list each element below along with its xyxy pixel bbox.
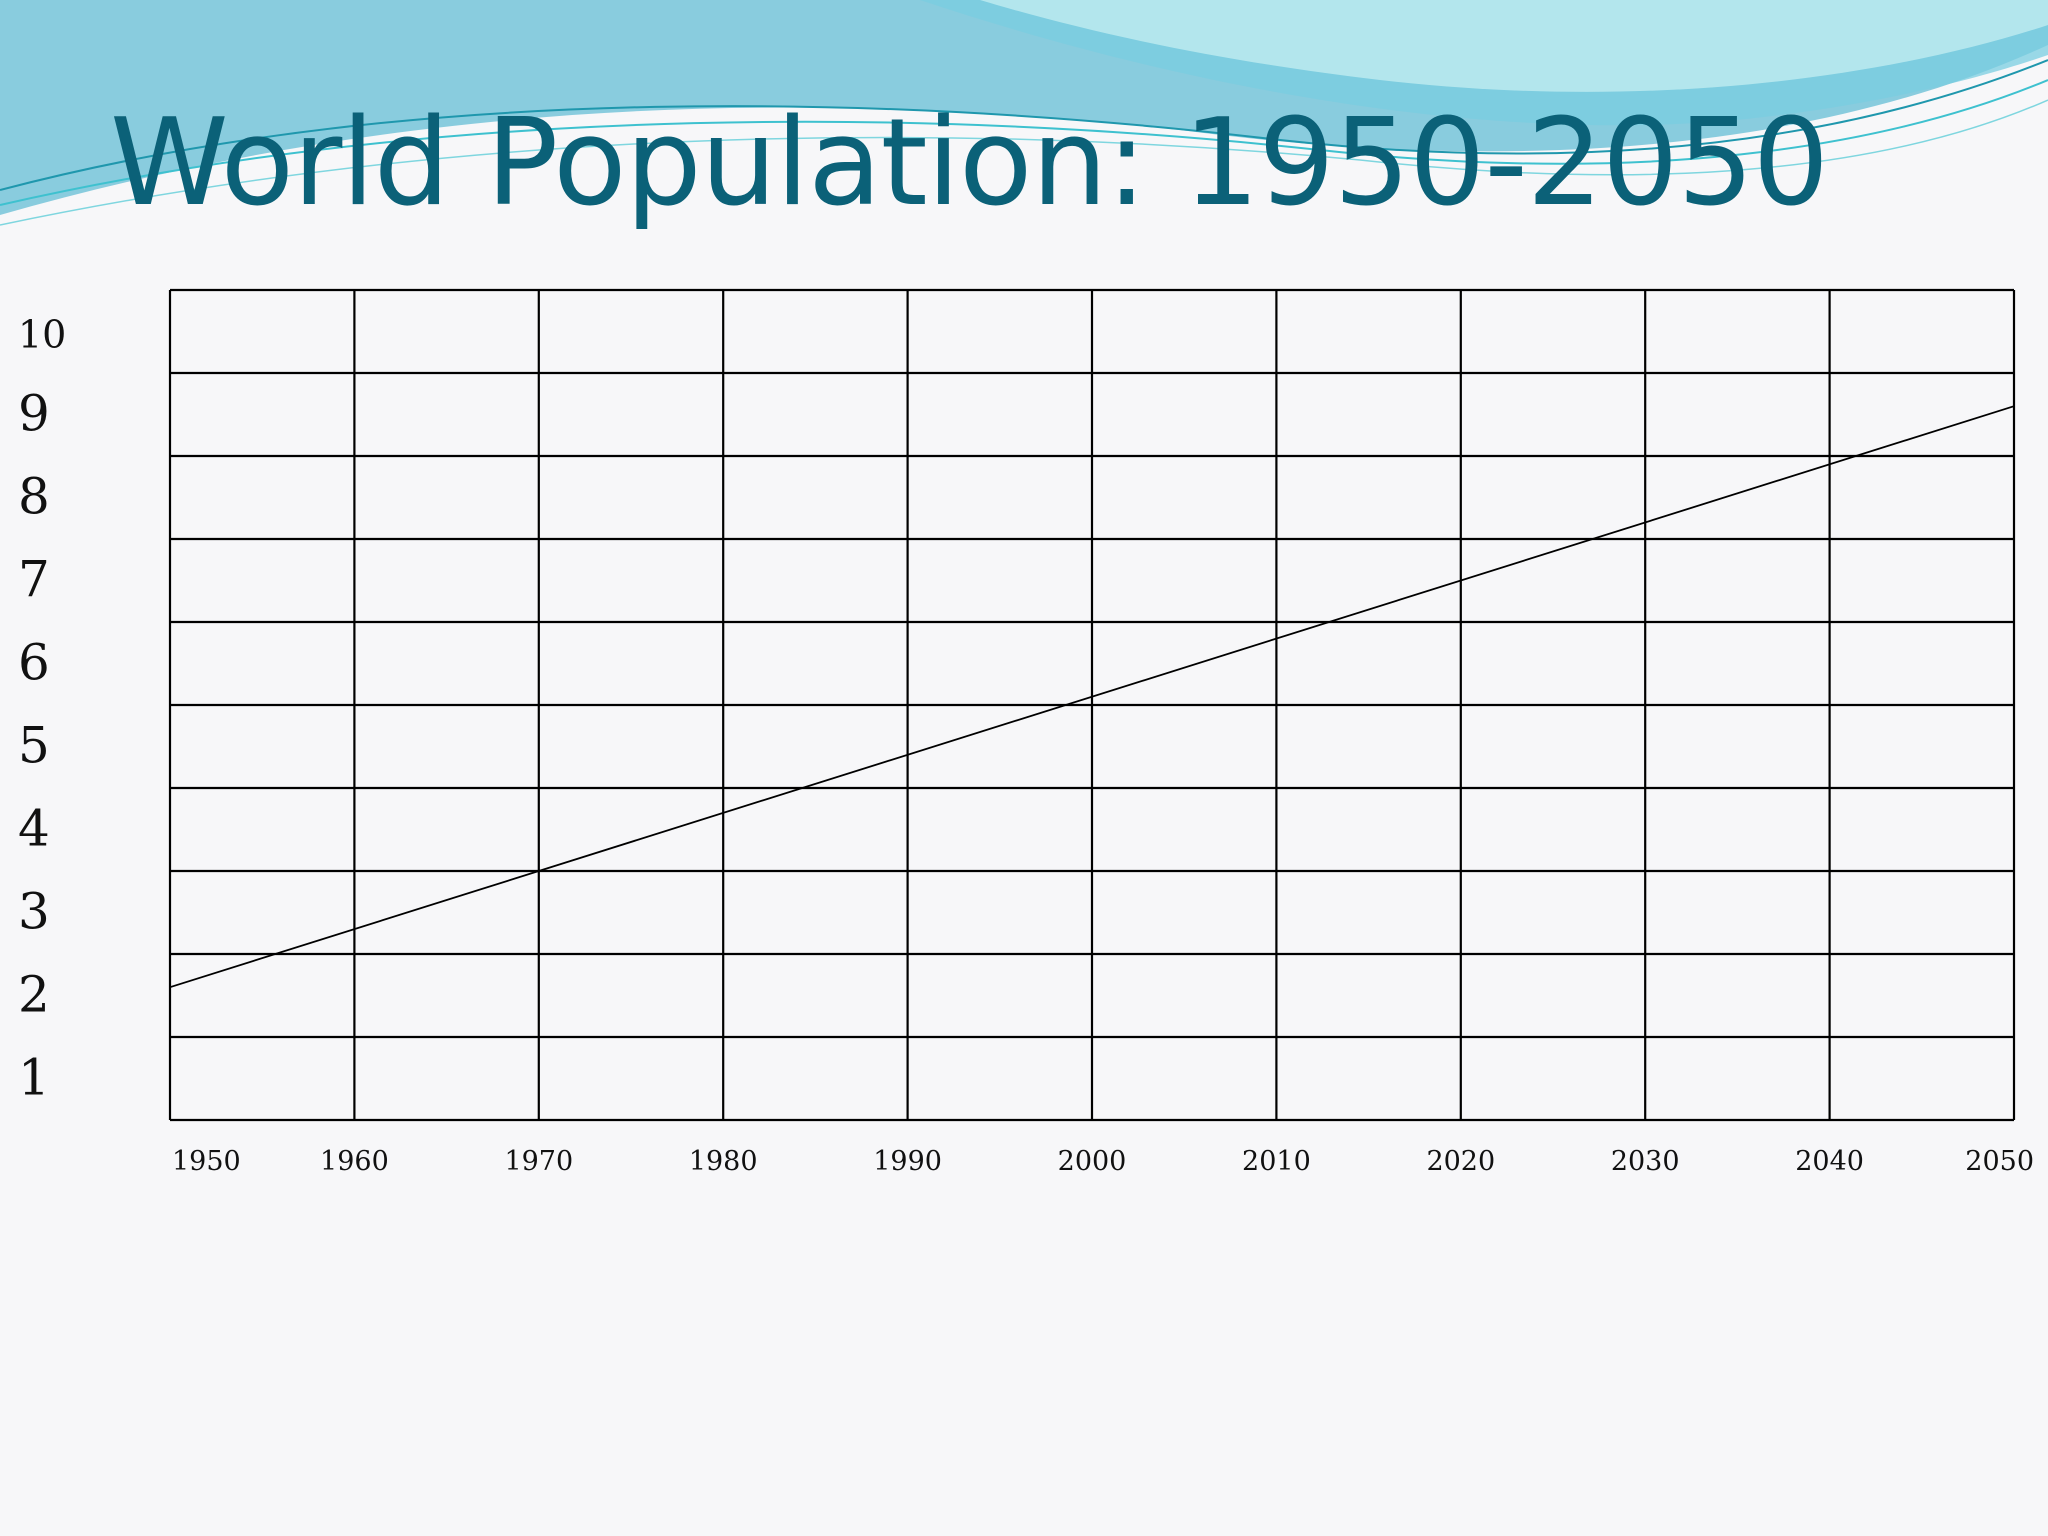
decorative-wave-banner <box>0 0 2048 226</box>
x-tick-label: 1980 <box>689 1146 758 1177</box>
y-tick-label: 1 <box>18 1049 50 1107</box>
banner-swoosh-line-2 <box>0 79 2048 206</box>
y-tick-label: 5 <box>18 717 50 775</box>
x-tick-label: 2030 <box>1611 1146 1680 1177</box>
banner-wave-light <box>980 0 2048 92</box>
banner-swoosh-line-1 <box>0 59 2048 191</box>
y-tick-label: 3 <box>18 883 50 941</box>
chart-grid <box>168 288 2016 1122</box>
x-tick-label: 1990 <box>873 1146 942 1177</box>
slide-title: World Population: 1950-2050 <box>110 94 1829 233</box>
x-tick-label: 1970 <box>504 1146 573 1177</box>
y-tick-label: 4 <box>18 800 50 858</box>
x-tick-label: 2050 <box>1965 1146 2034 1177</box>
banner-swoosh-line-3 <box>0 99 2048 226</box>
x-tick-label: 1950 <box>172 1146 241 1177</box>
chart-series <box>169 405 2015 989</box>
y-tick-label: 8 <box>18 468 50 526</box>
y-tick-label: 7 <box>18 551 50 609</box>
x-axis-tick-labels: 1950 1960 1970 1980 1990 2000 2010 2020 2030 2040… <box>172 1146 2034 1177</box>
y-axis-tick-labels: 1 2 3 4 5 6 7 8 9 10 <box>18 313 66 1107</box>
y-tick-label: 2 <box>18 966 50 1024</box>
y-tick-label: 10 <box>18 313 66 357</box>
x-tick-label: 2010 <box>1242 1146 1311 1177</box>
x-tick-label: 2000 <box>1058 1146 1127 1177</box>
x-tick-label: 2020 <box>1426 1146 1495 1177</box>
x-tick-label: 1960 <box>320 1146 389 1177</box>
population-trend-line <box>169 405 2015 989</box>
x-tick-label: 2040 <box>1795 1146 1864 1177</box>
y-tick-label: 9 <box>18 385 50 443</box>
y-tick-label: 6 <box>18 634 50 692</box>
